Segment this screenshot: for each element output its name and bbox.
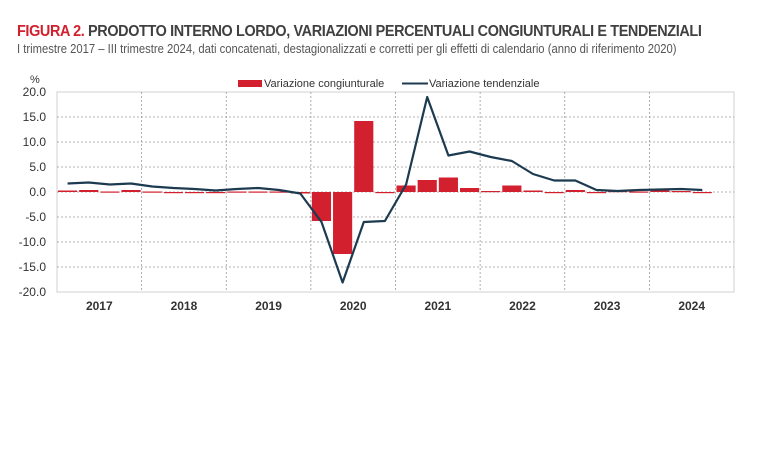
bar-congiunturale bbox=[650, 190, 670, 192]
bar-congiunturale bbox=[523, 190, 543, 192]
bar-congiunturale bbox=[248, 191, 268, 193]
figure-label: FIGURA 2. bbox=[17, 23, 85, 40]
title-text: PRODOTTO INTERNO LORDO, VARIAZIONI PERCE… bbox=[88, 23, 702, 40]
y-tick-label: 5.0 bbox=[29, 160, 46, 174]
bar-congiunturale bbox=[565, 190, 585, 192]
bar-congiunturale bbox=[121, 190, 141, 192]
bar-congiunturale bbox=[417, 180, 437, 192]
chart-title: FIGURA 2. PRODOTTO INTERNO LORDO, VARIAZ… bbox=[17, 23, 702, 41]
bar-congiunturale bbox=[333, 192, 353, 254]
x-tick-label: 2022 bbox=[509, 299, 536, 313]
line bbox=[67, 95, 703, 284]
y-tick-label: -20.0 bbox=[19, 285, 47, 299]
bar-congiunturale bbox=[671, 191, 691, 193]
bar-congiunturale bbox=[629, 191, 649, 193]
bar-congiunturale bbox=[79, 190, 99, 192]
bar-congiunturale bbox=[269, 191, 289, 193]
legend-label-congiunturale: Variazione congiunturale bbox=[264, 78, 384, 90]
line-tendenziale bbox=[67, 95, 703, 284]
x-tick-label: 2020 bbox=[340, 299, 367, 313]
bar-congiunturale bbox=[142, 191, 162, 193]
bars bbox=[58, 121, 712, 254]
x-tick-label: 2019 bbox=[255, 299, 282, 313]
x-tick-label: 2023 bbox=[594, 299, 621, 313]
bar-congiunturale bbox=[206, 192, 226, 194]
legend-label-tendenziale: Variazione tendenziale bbox=[429, 78, 539, 90]
bar-congiunturale bbox=[586, 192, 607, 194]
y-tick-label: 15.0 bbox=[23, 110, 47, 124]
legend-swatch-congiunturale bbox=[238, 80, 262, 87]
x-tick-label: 2017 bbox=[86, 299, 113, 313]
y-axis-unit: % bbox=[30, 74, 40, 86]
chart-subtitle: I trimestre 2017 – III trimestre 2024, d… bbox=[17, 42, 677, 56]
x-tick-label: 2021 bbox=[424, 299, 451, 313]
bar-congiunturale bbox=[58, 190, 78, 192]
bar-congiunturale bbox=[481, 191, 501, 193]
bar-congiunturale bbox=[544, 192, 564, 194]
bar-congiunturale bbox=[396, 185, 416, 192]
legend: Variazione congiunturale Variazione tend… bbox=[238, 78, 539, 90]
x-tick-label: 2024 bbox=[678, 299, 705, 313]
bar-congiunturale bbox=[311, 192, 332, 221]
bar-congiunturale bbox=[100, 191, 120, 193]
bar-congiunturale bbox=[184, 192, 205, 194]
y-tick-label: 20.0 bbox=[23, 85, 47, 99]
x-tick-label: 2018 bbox=[171, 299, 198, 313]
y-tick-label: -5.0 bbox=[25, 210, 46, 224]
bar-congiunturale bbox=[163, 192, 183, 194]
bar-congiunturale bbox=[502, 185, 522, 192]
bar-congiunturale bbox=[692, 192, 712, 194]
y-tick-label: 10.0 bbox=[23, 135, 47, 149]
axes: 20.0 15.0 10.0 5.0 0.0 -5.0 -10.0 -15.0 -20.0 201… bbox=[19, 85, 706, 313]
bar-congiunturale bbox=[354, 121, 374, 192]
y-tick-label: -10.0 bbox=[19, 235, 47, 249]
y-tick-label: -15.0 bbox=[19, 260, 47, 274]
bar-congiunturale bbox=[227, 191, 247, 193]
y-tick-label: 0.0 bbox=[29, 185, 46, 199]
bar-congiunturale bbox=[438, 177, 458, 192]
bar-congiunturale bbox=[375, 192, 395, 194]
bar-congiunturale bbox=[459, 188, 480, 192]
